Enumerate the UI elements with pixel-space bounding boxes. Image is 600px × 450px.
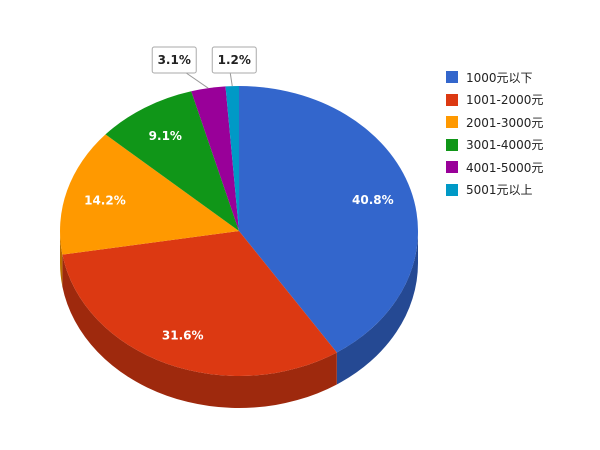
legend-item[interactable]: 1000元以下 (446, 66, 543, 89)
legend-label: 4001-5000元 (466, 160, 544, 175)
legend-swatch (446, 138, 458, 151)
pie-side-wall (62, 254, 337, 409)
callout-box (211, 46, 257, 74)
legend-item[interactable]: 5001元以上 (446, 179, 543, 202)
pie-slice[interactable] (105, 91, 239, 231)
pie-slices (60, 86, 418, 377)
data-label: 31.6% (162, 329, 204, 343)
data-label: 40.8% (352, 193, 394, 207)
legend-label: 5001元以上 (466, 183, 533, 198)
pie-slice[interactable] (225, 86, 239, 231)
pie-slice[interactable] (60, 134, 240, 255)
pie-slice[interactable] (239, 86, 418, 353)
pie-slice[interactable] (62, 231, 337, 377)
legend-swatch (446, 71, 458, 84)
pie-sides (60, 231, 418, 409)
legend-item[interactable]: 4001-5000元 (446, 156, 543, 179)
legend-item[interactable]: 3001-4000元 (446, 134, 543, 157)
callout-box (151, 46, 197, 74)
legend-swatch (446, 161, 458, 174)
data-label: 1.2% (218, 53, 251, 67)
data-label: 3.1% (158, 53, 191, 67)
legend-label: 1001-2000元 (466, 93, 544, 108)
legend-label: 2001-3000元 (466, 115, 544, 130)
legend-swatch (446, 93, 458, 106)
callout-line (185, 72, 209, 89)
legend-label: 3001-4000元 (466, 138, 544, 153)
data-label: 9.1% (149, 129, 182, 143)
legend: 1000元以下 1001-2000元 2001-3000元 3001-4000元… (446, 66, 543, 201)
legend-swatch (446, 183, 458, 196)
legend-label: 1000元以下 (466, 70, 533, 85)
legend-swatch (446, 116, 458, 129)
legend-item[interactable]: 1001-2000元 (446, 89, 543, 112)
pie-side-wall (336, 231, 418, 385)
callout-line (229, 72, 233, 87)
legend-item[interactable]: 2001-3000元 (446, 111, 543, 134)
pie-slice[interactable] (191, 86, 239, 231)
data-label: 14.2% (84, 193, 126, 207)
pie-data-labels: 40.8% 31.6% 14.2% 9.1% 3.1% 1.2% (84, 46, 394, 343)
pie-side-wall (60, 231, 63, 287)
